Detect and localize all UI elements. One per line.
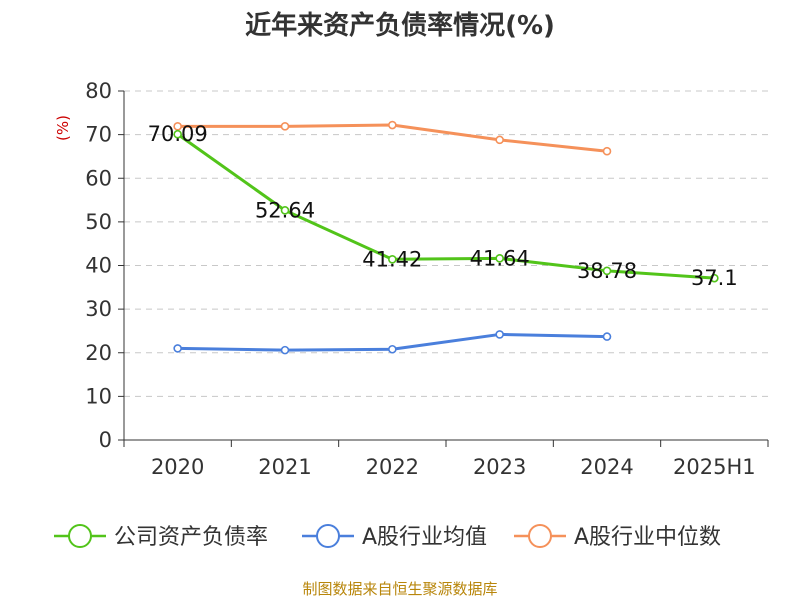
y-tick-label: 40 <box>85 254 112 278</box>
y-tick-label: 10 <box>85 384 112 408</box>
data-label: 41.64 <box>470 246 530 270</box>
data-point[interactable] <box>280 345 290 355</box>
data-label: 41.42 <box>362 247 422 271</box>
y-tick-label: 30 <box>85 297 112 321</box>
legend-item-2[interactable]: A股行业中位数 <box>514 524 721 550</box>
x-tick-label: 2021 <box>258 455 311 479</box>
data-point[interactable] <box>388 255 397 264</box>
legend-marker <box>316 524 340 548</box>
y-tick-label: 60 <box>85 166 112 190</box>
data-point[interactable] <box>602 266 612 276</box>
chart-title: 近年来资产负债率情况(%) <box>245 10 555 41</box>
data-point[interactable] <box>495 254 504 263</box>
data-label: 52.64 <box>255 198 315 222</box>
data-point[interactable] <box>280 122 290 131</box>
data-label-layer: 70.09 52.64 41.42 41.64 38.78 37.1 <box>148 122 738 290</box>
x-tick-label: 2025H1 <box>673 455 756 479</box>
legend-item-1[interactable]: A股行业均值 <box>302 524 487 550</box>
data-point[interactable] <box>602 146 612 156</box>
data-point[interactable] <box>173 129 182 139</box>
data-point[interactable] <box>495 135 504 145</box>
legend-label: A股行业均值 <box>362 525 487 550</box>
data-point[interactable] <box>280 206 290 215</box>
y-tick-label: 80 <box>85 79 112 103</box>
legend-item-0[interactable]: 公司资产负债率 <box>54 524 268 550</box>
data-point[interactable] <box>602 332 612 341</box>
series-line-0 <box>176 133 715 280</box>
x-tick-label: 2022 <box>366 455 419 479</box>
legend-label: 公司资产负债率 <box>114 525 268 550</box>
data-point[interactable] <box>710 273 719 283</box>
source-note: 制图数据来自恒生聚源数据库 <box>302 580 497 598</box>
legend-marker <box>68 524 92 548</box>
legend-label: A股行业中位数 <box>574 525 721 550</box>
data-point[interactable] <box>495 330 504 339</box>
series-layer <box>173 120 719 355</box>
data-point[interactable] <box>388 344 397 354</box>
y-tick-label: 50 <box>85 210 112 234</box>
x-tick-label: 2024 <box>580 455 633 479</box>
data-point[interactable] <box>388 120 397 130</box>
y-tick-label: 70 <box>85 123 112 147</box>
data-label: 38.78 <box>577 259 637 283</box>
axis-layer: 0 10 20 30 40 50 60 70 80 2020 2021 2022 2023 2024 202… <box>85 79 769 479</box>
y-tick-label: 20 <box>85 341 112 365</box>
data-label: 70.09 <box>148 122 208 146</box>
x-tick-label: 2020 <box>151 455 204 479</box>
legend-marker <box>528 524 552 548</box>
y-tick-label: 0 <box>99 428 112 452</box>
x-tick-label: 2023 <box>473 455 526 479</box>
y-axis-unit-label: (%) <box>54 115 72 141</box>
data-label: 37.1 <box>691 266 738 290</box>
legend[interactable]: 公司资产负债率 A股行业均值 A股行业中位数 <box>54 524 721 550</box>
data-point[interactable] <box>173 344 182 353</box>
data-point[interactable] <box>173 122 182 131</box>
grid-layer <box>124 90 768 397</box>
